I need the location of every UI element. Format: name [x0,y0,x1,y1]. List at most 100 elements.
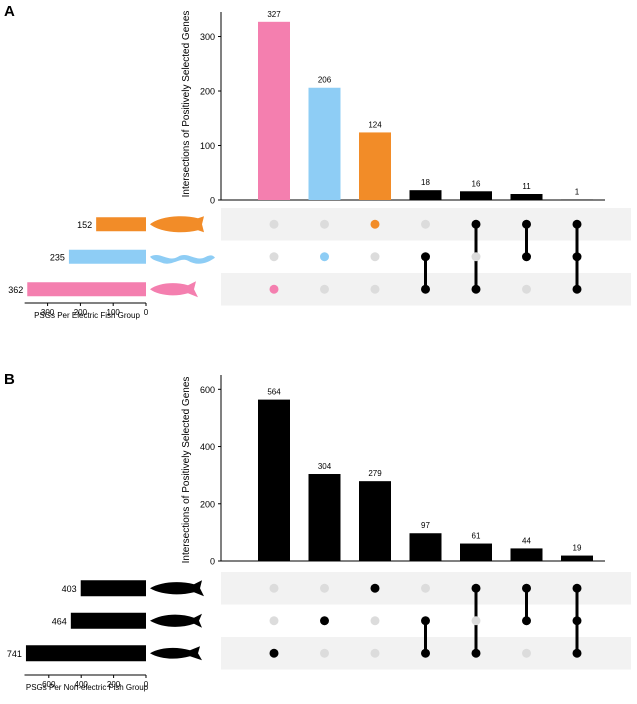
matrix-dot-inactive [522,648,531,658]
set-size-bar [68,249,146,264]
matrix-dot-inactive [471,252,481,262]
panel-a: A Intersections of Positively Selected G… [4,3,631,320]
matrix-dot-inactive [471,616,481,626]
matrix-dot-inactive [370,284,380,294]
set-size-tick-label: 300 [41,308,55,317]
matrix-dot-active [269,648,279,658]
matrix-dot-active [320,616,329,626]
matrix-dot-inactive [269,616,279,626]
set-size-bar [27,282,146,297]
panel-b: B Intersections of Positively Selected G… [4,371,631,692]
bar-value-label: 97 [421,521,430,530]
y-tick-label: 200 [200,499,215,509]
set-size-bar [80,580,146,597]
fish-silhouette-6 [150,646,202,661]
set-size-tick-label: 600 [42,680,56,689]
matrix-dot-inactive [269,219,279,229]
matrix-dot-active [572,252,582,262]
set-size-label: 464 [52,616,67,626]
matrix-dot-inactive [370,252,380,262]
fish-silhouette-5 [150,613,202,628]
fish-silhouette-5-shape [150,613,202,628]
set-size-label: 362 [8,285,23,295]
matrix-dot-inactive [421,219,430,229]
bar-value-label: 564 [267,388,281,397]
panel-label-b: B [4,371,15,388]
matrix-dot-active [572,616,582,626]
y-tick-label: 100 [200,141,215,151]
y-axis-label-b: Intersections of Positively Selected Gen… [181,377,192,564]
set-size-axis-label-b: PSGs Per Non-electric Fish Group [26,683,149,692]
matrix-dot-inactive [320,648,329,658]
matrix-dot-inactive [370,648,380,658]
bar-value-label: 304 [318,462,332,471]
matrix-dot-inactive [522,284,531,294]
intersection-bar [561,199,593,201]
matrix-dot-active [572,648,582,658]
intersection-bar [460,191,492,200]
set-size-bar [25,645,146,662]
bar-value-label: 61 [472,532,481,541]
bar-value-label: 279 [368,469,382,478]
y-tick-label: 300 [200,32,215,42]
intersection-bar [359,132,391,200]
intersection-bar [460,543,492,561]
matrix-dot-active [269,284,279,294]
matrix-dot-active [471,219,481,229]
y-tick-label: 400 [200,442,215,452]
matrix-dot-active [471,284,481,294]
fish-silhouette-4-shape [150,580,204,597]
matrix-dot-inactive [421,583,430,593]
matrix-dot-active [421,252,430,262]
matrix-dot-active [572,284,582,294]
y-axis-label-a: Intersections of Positively Selected Gen… [181,11,192,198]
y-tick-label: 0 [210,196,215,206]
panel-label-a: A [4,3,15,20]
bar-value-label: 1 [575,187,580,196]
matrix-dot-active [421,648,430,658]
matrix-dot-active [320,252,329,262]
matrix-dot-inactive [370,616,380,626]
matrix-dot-active [370,583,380,593]
fish-silhouette-3-shape [150,281,198,298]
bar-value-label: 327 [267,10,281,19]
matrix-dot-active [471,583,481,593]
matrix-dot-active [421,616,430,626]
set-size-bar [70,612,146,629]
set-size-bar [96,217,146,232]
matrix-dot-active [522,219,531,229]
matrix-dot-active [522,616,531,626]
set-size-tick-label: 0 [144,308,149,317]
matrix-dot-active [522,583,531,593]
bar-value-label: 44 [522,536,531,545]
matrix-dot-active [471,648,481,658]
fish-silhouette-6-shape [150,646,202,661]
intersection-bar [258,399,290,561]
eel-silhouette [150,255,215,264]
intersection-bar [510,548,543,561]
bar-value-label: 11 [522,182,531,191]
intersection-bar [409,190,442,200]
matrix-dot-active [572,219,582,229]
fish-silhouette-1 [150,216,204,233]
bar-value-label: 124 [368,120,382,129]
fish-silhouette-3 [150,281,198,298]
set-size-label: 152 [77,220,92,230]
matrix-dot-active [421,284,430,294]
set-size-axis-label-a: PSGs Per Electric Fish Group [34,311,140,320]
set-size-label: 741 [7,649,22,659]
set-size-tick-label: 100 [107,308,121,317]
matrix-dot-inactive [320,583,329,593]
intersection-bar [561,555,593,561]
intersection-bar [510,194,543,200]
matrix-dot-inactive [320,284,329,294]
matrix-dot-inactive [269,252,279,262]
bar-value-label: 18 [421,178,430,187]
bar-value-label: 206 [318,76,332,85]
set-size-label: 235 [50,252,65,262]
intersection-bar [258,21,290,200]
y-tick-label: 600 [200,385,215,395]
matrix-dot-inactive [269,583,279,593]
